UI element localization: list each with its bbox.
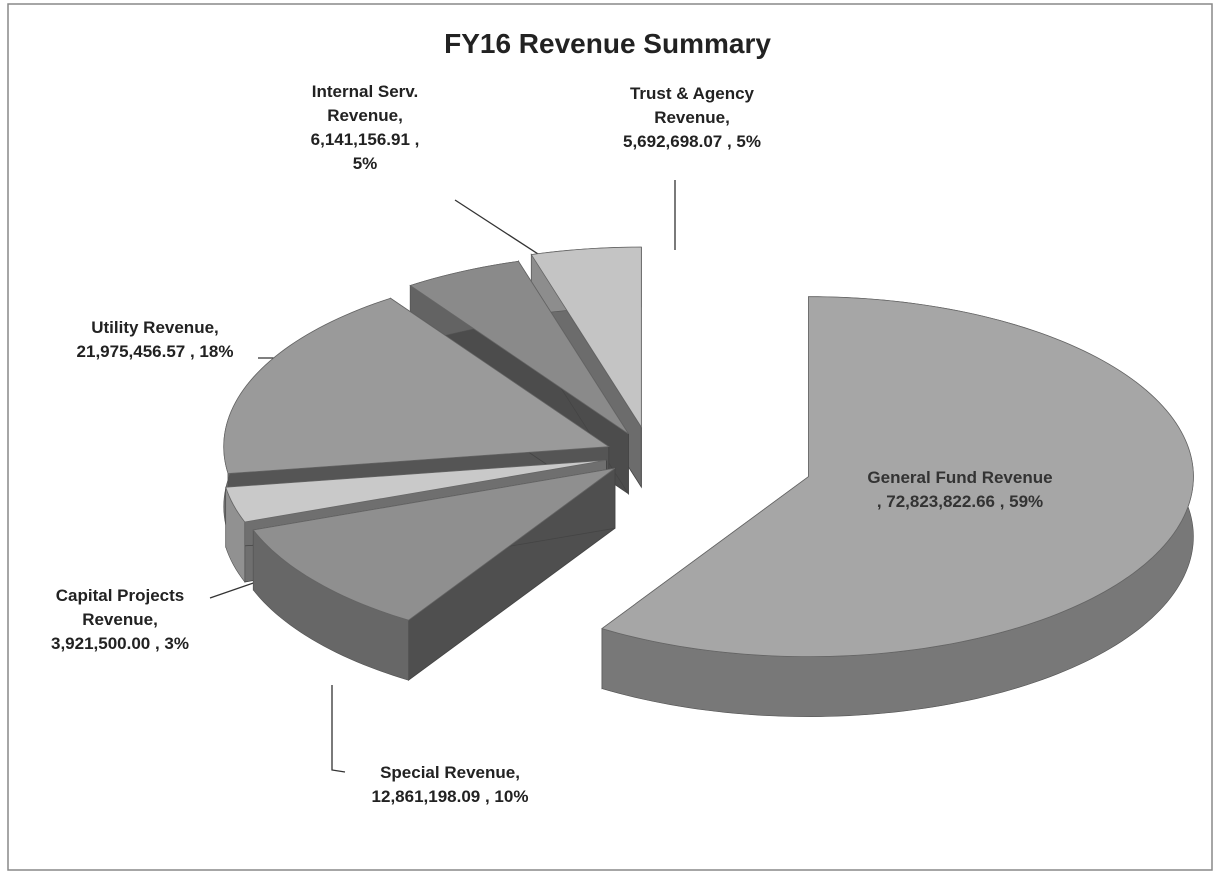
value-label: 6,141,156.91 , 5% bbox=[310, 130, 420, 173]
slice-group bbox=[601, 296, 1194, 717]
slice-group bbox=[252, 467, 616, 681]
chart-frame bbox=[7, 3, 1213, 871]
slice bbox=[223, 297, 610, 474]
category-label: Special Revenue, bbox=[380, 763, 520, 782]
slice bbox=[409, 260, 629, 435]
slice bbox=[601, 296, 1194, 658]
value-label: 3,921,500.00 , 3% bbox=[50, 634, 189, 653]
slice bbox=[530, 246, 642, 429]
value-label: 12,861,198.09 , 10% bbox=[371, 787, 529, 806]
category-label: Trust & Agency Revenue, bbox=[629, 84, 755, 127]
data-label: Special Revenue, 12,861,198.09 , 10% bbox=[330, 761, 570, 809]
category-label: Utility Revenue, bbox=[91, 318, 219, 337]
leader-line bbox=[331, 685, 346, 773]
value-label: 21,975,456.57 , 18% bbox=[76, 342, 234, 361]
value-label: 5,692,698.07 , 5% bbox=[622, 132, 761, 151]
data-label: Capital Projects Revenue, 3,921,500.00 , … bbox=[45, 584, 195, 656]
chart-title: FY16 Revenue Summary bbox=[444, 28, 771, 59]
data-label: Trust & Agency Revenue, 5,692,698.07 , 5% bbox=[617, 82, 767, 154]
category-label: General Fund Revenue bbox=[867, 468, 1053, 487]
data-label: Internal Serv. Revenue, 6,141,156.91 , 5% bbox=[300, 80, 430, 176]
value-label: , 72,823,822.66 , 59% bbox=[876, 492, 1044, 511]
slice bbox=[252, 467, 616, 621]
slice bbox=[225, 459, 607, 523]
data-label: General Fund Revenue , 72,823,822.66 , 59… bbox=[810, 466, 1110, 514]
category-label: Internal Serv. Revenue, bbox=[311, 82, 419, 125]
data-label: Utility Revenue, 21,975,456.57 , 18% bbox=[35, 316, 275, 364]
category-label: Capital Projects Revenue, bbox=[55, 586, 185, 629]
